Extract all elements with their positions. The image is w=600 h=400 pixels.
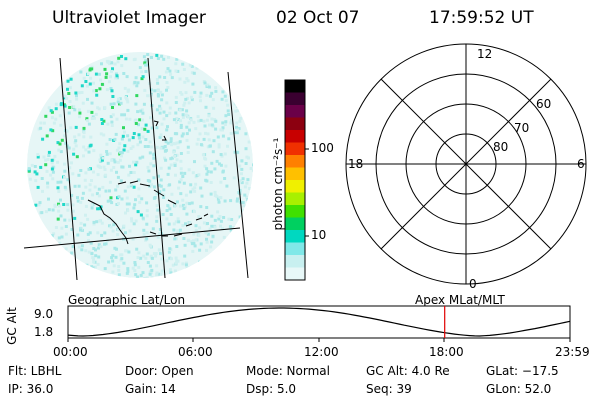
colorbar-segment	[285, 92, 305, 106]
timeline-xtick-1200: 12:00	[304, 345, 339, 359]
mlt-label-12: 12	[477, 47, 493, 61]
geo-grid-lines	[23, 57, 249, 281]
mlt-label-18: 18	[348, 157, 364, 171]
timeline-ytick-bottom: 1.8	[34, 325, 54, 339]
time-label: 17:59:52 UT	[429, 8, 534, 28]
colorbar-tick-100: 100	[311, 141, 334, 155]
altitude-curve	[67, 307, 571, 337]
colorbar-tick-10: 10	[311, 228, 327, 242]
ip-readout: IP: 36.0	[8, 382, 54, 396]
colorbar-segment	[285, 255, 305, 268]
apex-mlat-mlt-title: Apex MLat/MLT	[415, 293, 505, 307]
colorbar-segment	[285, 130, 305, 143]
colorbar-segment	[285, 105, 305, 118]
colorbar-segment	[285, 217, 305, 231]
lat-label-80: 80	[493, 140, 509, 154]
gc-alt-readout: GC Alt: 4.0 Re	[366, 364, 450, 378]
colorbar-segment	[285, 180, 305, 193]
coastline	[87, 120, 209, 245]
date-label: 02 Oct 07	[276, 8, 360, 28]
mlt-label-0: 0	[469, 277, 477, 291]
gain-readout: Gain: 14	[125, 382, 176, 396]
colorbar-segment	[285, 205, 305, 218]
lat-label-70: 70	[514, 121, 530, 135]
colorbar-segment	[285, 142, 305, 156]
mlt-label-6: 6	[577, 157, 585, 171]
filter-readout: Flt: LBHL	[8, 364, 62, 378]
colorbar-segment	[285, 117, 305, 131]
timeline-xtick-1800: 18:00	[429, 345, 464, 359]
colorbar-segment	[285, 167, 305, 181]
lat-label-60: 60	[536, 97, 552, 111]
glon-readout: GLon: 52.0	[486, 382, 552, 396]
colorbar-segment	[285, 242, 305, 256]
timeline-ytick-top: 9.0	[34, 307, 54, 321]
door-readout: Door: Open	[125, 364, 194, 378]
timeline-xtick-0600: 06:00	[178, 345, 213, 359]
timeline-xtick-2359: 23:59	[555, 345, 590, 359]
geo-latlon-title: Geographic Lat/Lon	[68, 293, 186, 307]
dsp-readout: Dsp: 5.0	[246, 382, 297, 396]
colorbar-segment	[285, 155, 305, 168]
colorbar-segment	[285, 192, 305, 206]
glat-readout: GLat: −17.5	[486, 364, 559, 378]
instrument-title: Ultraviolet Imager	[52, 8, 206, 28]
mode-readout: Mode: Normal	[246, 364, 330, 378]
colorbar-segment	[285, 230, 305, 243]
colorbar-segment	[285, 267, 305, 281]
uv-disk	[27, 52, 253, 278]
timeline-xtick-0000: 00:00	[53, 345, 88, 359]
colorbar-segment	[285, 80, 305, 93]
seq-readout: Seq: 39	[366, 382, 412, 396]
